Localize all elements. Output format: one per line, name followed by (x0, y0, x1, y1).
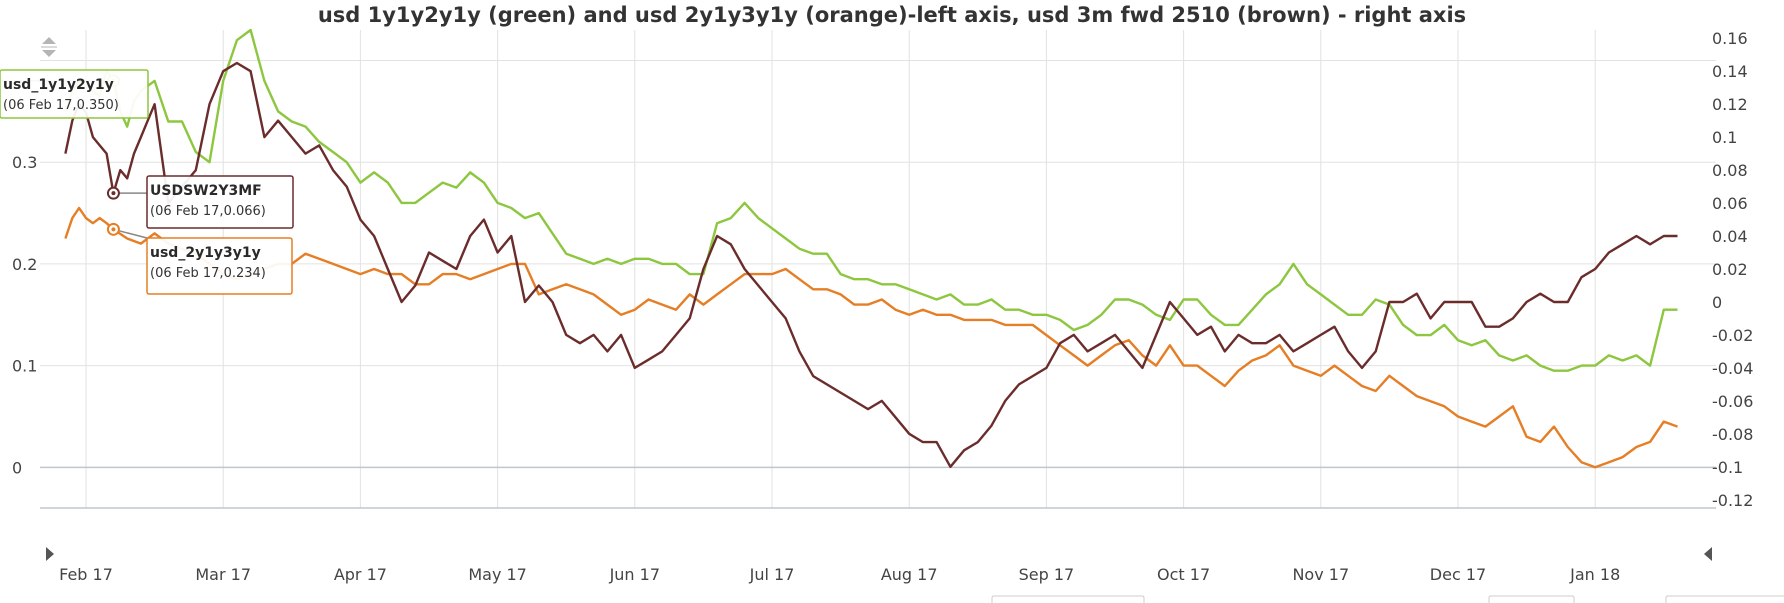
tooltip-box (146, 237, 293, 295)
right-y-tick-label: 0.12 (1712, 95, 1748, 114)
right-y-tick-label: 0.14 (1712, 62, 1748, 81)
tooltip-usd_1y1y2y1y: usd_1y1y2y1y (06 Feb 17,0.350) (0, 69, 149, 119)
right-y-tick-label: 0.16 (1712, 29, 1748, 48)
left-y-tick-label: 0.3 (12, 153, 37, 172)
x-tick-label: Apr 17 (334, 565, 387, 584)
hover-marker-dot (111, 191, 116, 196)
left-y-tick-label: 0.1 (12, 357, 37, 376)
x-tick-label: Nov 17 (1292, 565, 1349, 584)
chart-title: usd 1y1y2y1y (green) and usd 2y1y3y1y (o… (318, 3, 1466, 27)
series-line-usdsw2y3mf (64, 61, 1678, 468)
scroll-left-arrow-icon[interactable] (1704, 547, 1712, 561)
bottom-controls (991, 595, 1784, 603)
x-tick-label: Aug 17 (881, 565, 938, 584)
tooltip-value: (06 Feb 17,0.350) (3, 98, 119, 113)
right-y-tick-label: 0 (1712, 293, 1722, 312)
x-tick-label: Feb 17 (59, 565, 113, 584)
right-y-tick-label: -0.12 (1712, 491, 1753, 510)
left-y-tick-label: 0 (12, 458, 22, 477)
right-y-tick-label: 0.06 (1712, 194, 1748, 213)
hover-marker-dot (111, 227, 116, 232)
right-y-tick-label: 0.04 (1712, 227, 1748, 246)
tooltip-title: USDSW2Y3MF (150, 183, 262, 199)
left-y-tick-label: 0.2 (12, 255, 37, 274)
right-y-tick-label: 0.08 (1712, 161, 1748, 180)
x-tick-label: Mar 17 (195, 565, 251, 584)
right-y-tick-label: -0.04 (1712, 359, 1753, 378)
tooltip-title: usd_2y1y3y1y (150, 245, 261, 261)
right-y-tick-label: 0.1 (1712, 128, 1737, 147)
x-tick-label: Oct 17 (1157, 565, 1210, 584)
series-lines (64, 28, 1678, 469)
right-y-axis-ticks: -0.12 -0.1 -0.08 -0.06 -0.04 -0.02 0 0.02 0.04 0.… (1712, 29, 1753, 510)
right-y-tick-label: -0.02 (1712, 326, 1753, 345)
x-tick-label: Jul 17 (749, 565, 795, 584)
series-line-usd_1y1y2y1y (64, 28, 1678, 372)
tooltip-usd_2y1y3y1y: usd_2y1y3y1y (06 Feb 17,0.234) (146, 237, 293, 295)
x-axis-ticks: Feb 17 Mar 17 Apr 17 May 17 Jun 17 Jul 17 Aug … (59, 565, 1620, 584)
tooltip-box (146, 175, 294, 229)
left-y-axis-ticks: 0 0.1 0.2 0.3 (12, 153, 37, 477)
gridlines (40, 30, 1716, 508)
right-y-tick-label: -0.1 (1712, 458, 1743, 477)
x-tick-label: Jun 17 (609, 565, 660, 584)
tooltip-box (0, 69, 149, 119)
x-tick-label: Jan 18 (1569, 565, 1620, 584)
x-tick-label: May 17 (468, 565, 527, 584)
right-y-tick-label: 0.02 (1712, 260, 1748, 279)
x-tick-label: Dec 17 (1430, 565, 1486, 584)
tooltip-value: (06 Feb 17,0.234) (150, 266, 266, 281)
tooltip-value: (06 Feb 17,0.066) (150, 204, 266, 219)
x-tick-label: Sep 17 (1019, 565, 1075, 584)
tooltip-title: usd_1y1y2y1y (3, 77, 114, 93)
tooltips: usd_1y1y2y1y (06 Feb 17,0.350) USDSW2Y3MF (… (0, 69, 294, 295)
right-y-tick-label: -0.06 (1712, 392, 1753, 411)
series-line-usd_2y1y3y1y (64, 206, 1678, 469)
tooltip-usdsw2y3mf: USDSW2Y3MF (06 Feb 17,0.066) (146, 175, 294, 229)
scroll-right-arrow-icon[interactable] (46, 547, 54, 561)
y-scroll-handle[interactable] (38, 36, 60, 58)
right-y-tick-label: -0.08 (1712, 425, 1753, 444)
